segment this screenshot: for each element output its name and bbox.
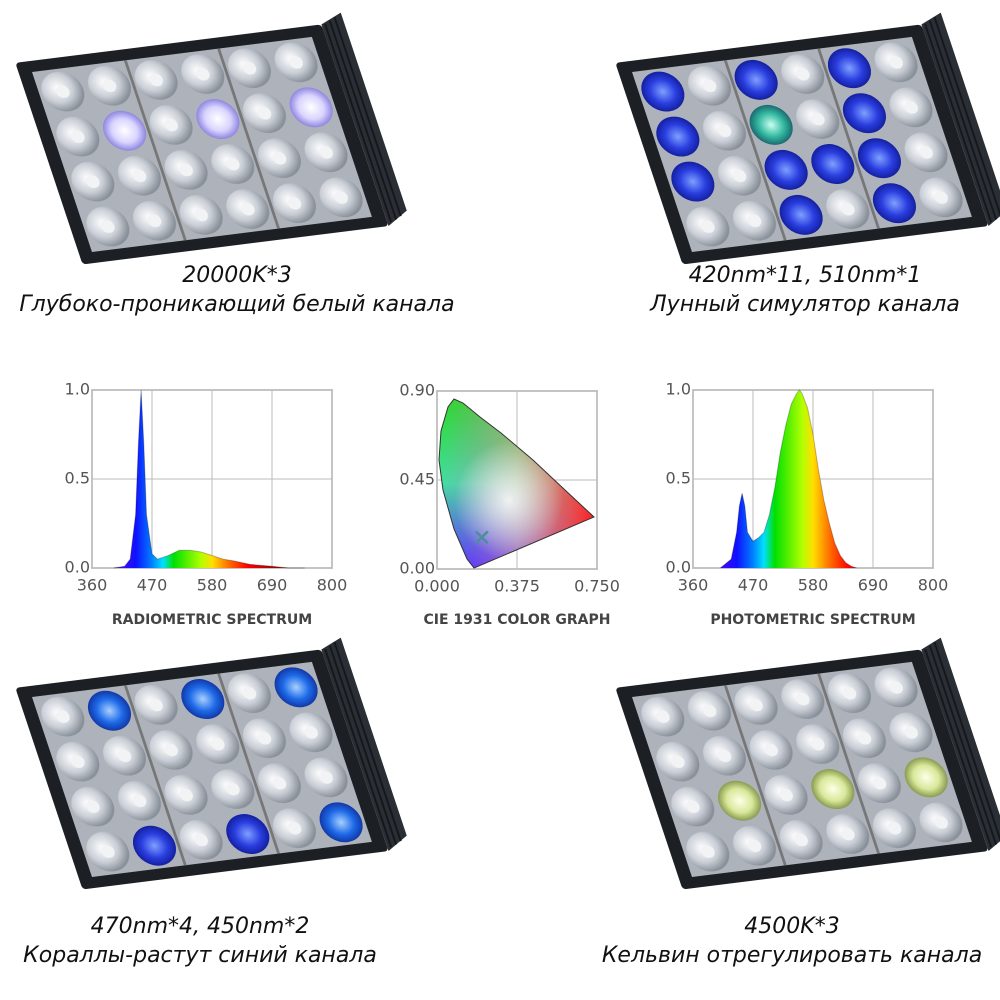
panel-label: Кораллы-растут синий канала bbox=[23, 943, 377, 968]
fixture-4 bbox=[610, 636, 1000, 891]
fixture-3 bbox=[10, 636, 413, 891]
y-tick-label: 0.0 bbox=[666, 558, 691, 577]
y-tick-label: 1.0 bbox=[666, 380, 691, 399]
x-tick-label: 360 bbox=[678, 576, 709, 595]
y-tick-label: 0.5 bbox=[666, 469, 691, 488]
spectrum-line bbox=[719, 389, 857, 569]
x-tick-label: 800 bbox=[918, 576, 949, 595]
panel-spec: 470nm*4, 450nm*2 bbox=[91, 914, 310, 939]
y-tick-label: 0.0 bbox=[65, 558, 90, 577]
color-point bbox=[474, 530, 489, 545]
panel-label: Кельвин отрегулировать канала bbox=[602, 943, 982, 968]
panel-label: Глубоко-проникающий белый канала bbox=[19, 292, 454, 317]
area-fill bbox=[113, 390, 305, 568]
fixture-1 bbox=[10, 11, 413, 266]
x-tick-label: 0.375 bbox=[494, 577, 540, 596]
panel-spec: 4500K*3 bbox=[744, 914, 839, 939]
chart-title: RADIOMETRIC SPECTRUM bbox=[112, 612, 312, 628]
chart-title: CIE 1931 COLOR GRAPH bbox=[424, 612, 611, 628]
panel-spec: 20000K*3 bbox=[182, 263, 291, 288]
panel-spec: 420nm*11, 510nm*1 bbox=[689, 263, 922, 288]
fixture-2 bbox=[610, 11, 1000, 266]
y-tick-label: 0.00 bbox=[399, 559, 435, 578]
area-fill bbox=[720, 390, 857, 568]
y-tick-label: 0.90 bbox=[399, 381, 435, 400]
x-tick-label: 0.000 bbox=[414, 577, 460, 596]
charts: 360 470 580 690 800 0.0 0.5 1.0 RADIOMETRIC SPEC… bbox=[65, 380, 949, 629]
panel-label: Лунный симулятор канала bbox=[649, 292, 960, 317]
x-tick-label: 360 bbox=[77, 576, 108, 595]
x-tick-label: 580 bbox=[798, 576, 829, 595]
y-tick-label: 0.45 bbox=[399, 470, 435, 489]
y-tick-label: 1.0 bbox=[65, 380, 90, 399]
x-tick-label: 800 bbox=[317, 576, 348, 595]
x-tick-label: 470 bbox=[137, 576, 168, 595]
chart-title: PHOTOMETRIC SPECTRUM bbox=[710, 612, 915, 628]
x-tick-label: 470 bbox=[738, 576, 769, 595]
x-tick-label: 0.750 bbox=[574, 577, 620, 596]
cie-gamut bbox=[438, 398, 595, 569]
spectrum-line bbox=[113, 389, 305, 569]
x-tick-label: 690 bbox=[858, 576, 889, 595]
y-tick-label: 0.5 bbox=[65, 469, 90, 488]
x-tick-label: 690 bbox=[257, 576, 288, 595]
x-tick-label: 580 bbox=[197, 576, 228, 595]
